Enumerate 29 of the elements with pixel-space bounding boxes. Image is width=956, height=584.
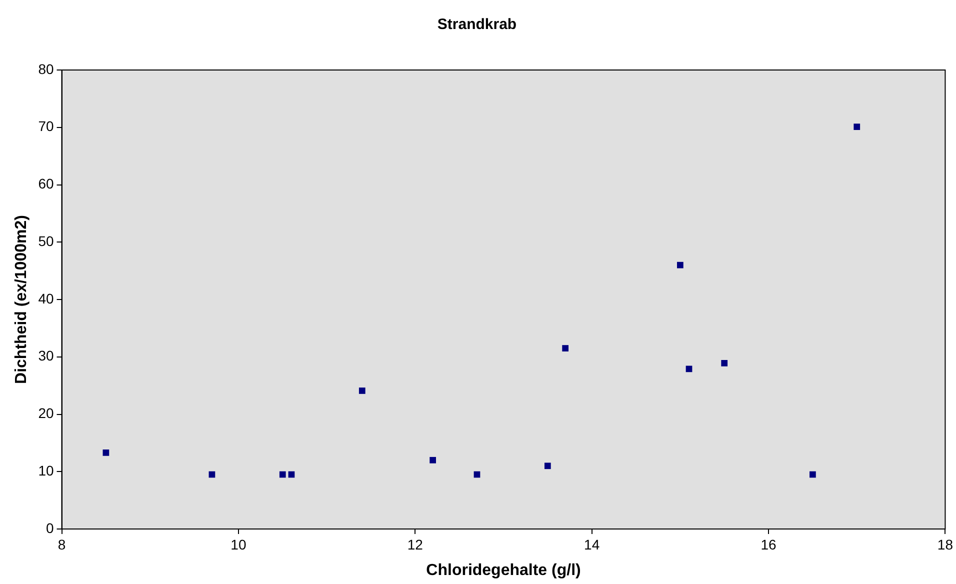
y-tick-label: 20 — [38, 405, 54, 422]
y-tick-label: 70 — [38, 118, 54, 134]
point — [686, 366, 692, 372]
y-tick-label: 0 — [46, 520, 54, 536]
point — [358, 388, 366, 394]
y-tick-label: 30 — [38, 348, 54, 364]
point — [544, 462, 551, 470]
x-tick-label: 18 — [937, 536, 954, 552]
x-axis-title: Chloridegehalte (g/l) — [426, 562, 581, 579]
x-tick-label: 12 — [407, 536, 424, 552]
point — [854, 124, 860, 130]
point — [562, 345, 569, 352]
y-axis-title: Dichtheid (ex/1000m2) — [13, 215, 30, 384]
chart-title: Strandkrab — [437, 16, 517, 34]
point — [430, 456, 436, 464]
x-tick-label: 16 — [760, 536, 777, 552]
y-tick-label: 60 — [38, 176, 54, 192]
point — [279, 471, 286, 478]
y-tick-label: 80 — [38, 60, 54, 77]
x-tick-label: 14 — [584, 536, 600, 552]
y-tick-label: 50 — [38, 232, 54, 249]
point — [677, 262, 684, 268]
x-tick-label: 10 — [230, 536, 246, 552]
y-tick-label: 40 — [38, 290, 54, 306]
y-tick-label: 10 — [38, 462, 54, 478]
x-tick-label: 8 — [58, 536, 66, 552]
point — [102, 450, 110, 456]
point — [721, 360, 728, 366]
point — [810, 471, 816, 478]
